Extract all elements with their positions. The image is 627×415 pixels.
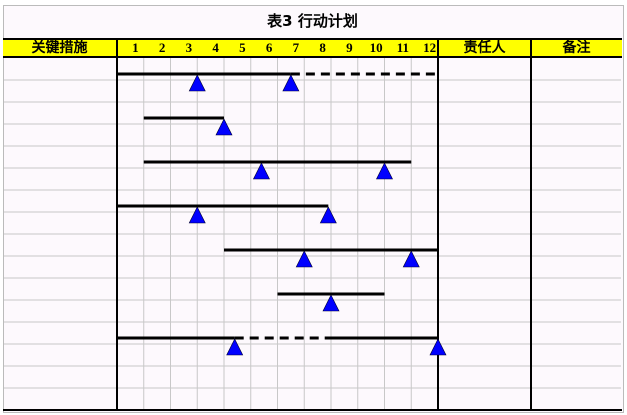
milestone-triangle-icon <box>215 118 233 136</box>
milestone-triangle-icon <box>188 206 206 224</box>
milestone-triangle-icon <box>188 74 206 92</box>
header-owner: 责任人 <box>463 40 506 56</box>
month-label: 10 <box>369 40 383 55</box>
page-title: 表3 行动计划 <box>267 12 358 30</box>
milestone-triangle-icon <box>252 162 270 180</box>
month-label: 6 <box>265 40 273 55</box>
header-measures: 关键措施 <box>31 40 88 56</box>
milestone-triangle-icon <box>282 74 300 92</box>
milestone-triangle-icon <box>295 250 313 268</box>
month-label: 1 <box>132 40 139 55</box>
month-label: 11 <box>396 40 410 55</box>
month-label: 2 <box>158 40 166 55</box>
month-label: 4 <box>212 40 219 55</box>
milestone-triangle-icon <box>429 338 447 356</box>
month-label: 9 <box>346 40 353 55</box>
month-label: 5 <box>239 40 246 55</box>
header-remarks: 备注 <box>562 40 591 56</box>
milestone-triangle-icon <box>226 338 244 356</box>
month-label: 3 <box>185 40 193 55</box>
month-label: 12 <box>423 40 437 55</box>
milestone-triangle-icon <box>319 206 337 224</box>
milestone-triangle-icon <box>376 162 393 180</box>
milestone-triangle-icon <box>402 250 420 268</box>
month-label: 7 <box>292 40 300 55</box>
month-label: 8 <box>319 40 326 55</box>
milestone-triangle-icon <box>322 294 340 312</box>
table-header: 关键措施 1 2 3 4 5 6 7 8 9 10 11 12 责任人 备注 <box>3 38 622 58</box>
